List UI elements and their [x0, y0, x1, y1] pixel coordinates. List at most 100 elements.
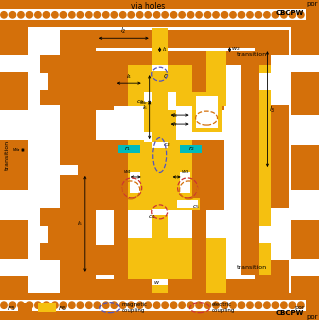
- Bar: [223, 170, 242, 275]
- Bar: [78, 275, 271, 293]
- Bar: [128, 65, 192, 102]
- Bar: [28, 55, 60, 72]
- Bar: [114, 170, 205, 210]
- Bar: [178, 170, 192, 195]
- Circle shape: [86, 12, 92, 18]
- Bar: [114, 170, 128, 210]
- Bar: [60, 170, 78, 275]
- Bar: [0, 0, 319, 27]
- Bar: [260, 226, 271, 243]
- Bar: [40, 73, 48, 90]
- Circle shape: [35, 12, 41, 18]
- Bar: [168, 92, 176, 110]
- Circle shape: [52, 302, 58, 308]
- Bar: [152, 65, 168, 71]
- Text: $c_2$: $c_2$: [163, 141, 171, 149]
- Circle shape: [103, 302, 109, 308]
- Circle shape: [162, 302, 168, 308]
- Circle shape: [247, 302, 253, 308]
- Text: $w_3$: $w_3$: [181, 168, 190, 176]
- Bar: [192, 170, 205, 210]
- Bar: [40, 226, 48, 243]
- Bar: [114, 140, 205, 170]
- Circle shape: [298, 12, 304, 18]
- Bar: [223, 65, 242, 170]
- Text: coupling: coupling: [212, 308, 235, 313]
- Bar: [128, 170, 192, 210]
- Bar: [128, 142, 192, 170]
- Circle shape: [103, 12, 109, 18]
- Bar: [192, 210, 205, 279]
- Circle shape: [204, 12, 211, 18]
- Circle shape: [289, 302, 296, 308]
- Bar: [260, 73, 271, 90]
- Bar: [96, 51, 255, 65]
- Text: $l_2$: $l_2$: [120, 26, 127, 36]
- Bar: [28, 55, 40, 105]
- Bar: [152, 211, 168, 279]
- Circle shape: [255, 12, 262, 18]
- Text: $c_4$: $c_4$: [148, 213, 156, 221]
- Bar: [128, 242, 192, 279]
- Bar: [114, 279, 205, 293]
- Circle shape: [264, 302, 270, 308]
- Circle shape: [77, 12, 84, 18]
- Circle shape: [77, 302, 84, 308]
- Bar: [152, 28, 168, 65]
- Circle shape: [18, 12, 24, 18]
- Bar: [0, 110, 28, 140]
- Bar: [0, 190, 28, 220]
- Circle shape: [281, 12, 287, 18]
- Circle shape: [1, 12, 7, 18]
- Text: CBCPW: CBCPW: [276, 10, 304, 16]
- Text: $l_8$: $l_8$: [172, 111, 178, 120]
- Circle shape: [188, 302, 194, 308]
- Circle shape: [154, 302, 160, 308]
- Text: $c_3$: $c_3$: [136, 98, 143, 106]
- Text: $w_4$: $w_4$: [123, 168, 132, 176]
- Circle shape: [213, 12, 219, 18]
- Circle shape: [9, 12, 16, 18]
- Circle shape: [69, 12, 75, 18]
- Circle shape: [154, 12, 160, 18]
- Circle shape: [238, 12, 245, 18]
- Bar: [260, 208, 279, 260]
- Text: por: por: [306, 1, 318, 7]
- Circle shape: [213, 302, 219, 308]
- Circle shape: [171, 302, 177, 308]
- Bar: [292, 190, 319, 220]
- Bar: [271, 170, 289, 275]
- Text: $F5$: $F5$: [7, 304, 16, 312]
- Text: CBCPW: CBCPW: [276, 310, 304, 316]
- Text: $w$: $w$: [153, 279, 160, 286]
- Bar: [152, 175, 168, 211]
- Bar: [144, 72, 176, 142]
- Circle shape: [145, 302, 151, 308]
- Circle shape: [188, 12, 194, 18]
- Circle shape: [43, 302, 50, 308]
- Bar: [192, 140, 205, 170]
- Bar: [242, 65, 260, 170]
- Bar: [205, 65, 223, 110]
- Bar: [118, 145, 140, 153]
- Bar: [242, 170, 271, 275]
- Bar: [78, 275, 271, 293]
- Text: por: por: [294, 305, 305, 310]
- Bar: [28, 27, 292, 293]
- Text: $r_1$: $r_1$: [124, 145, 131, 154]
- Circle shape: [162, 12, 168, 18]
- Bar: [205, 245, 223, 275]
- Bar: [192, 65, 205, 106]
- Text: transition: transition: [236, 52, 267, 57]
- Bar: [78, 170, 96, 275]
- Bar: [242, 170, 260, 275]
- Bar: [242, 65, 271, 170]
- Bar: [152, 65, 168, 142]
- Circle shape: [128, 12, 134, 18]
- Bar: [114, 140, 128, 170]
- Bar: [114, 65, 128, 106]
- Bar: [28, 243, 60, 260]
- Bar: [96, 170, 114, 275]
- Circle shape: [238, 302, 245, 308]
- Circle shape: [86, 302, 92, 308]
